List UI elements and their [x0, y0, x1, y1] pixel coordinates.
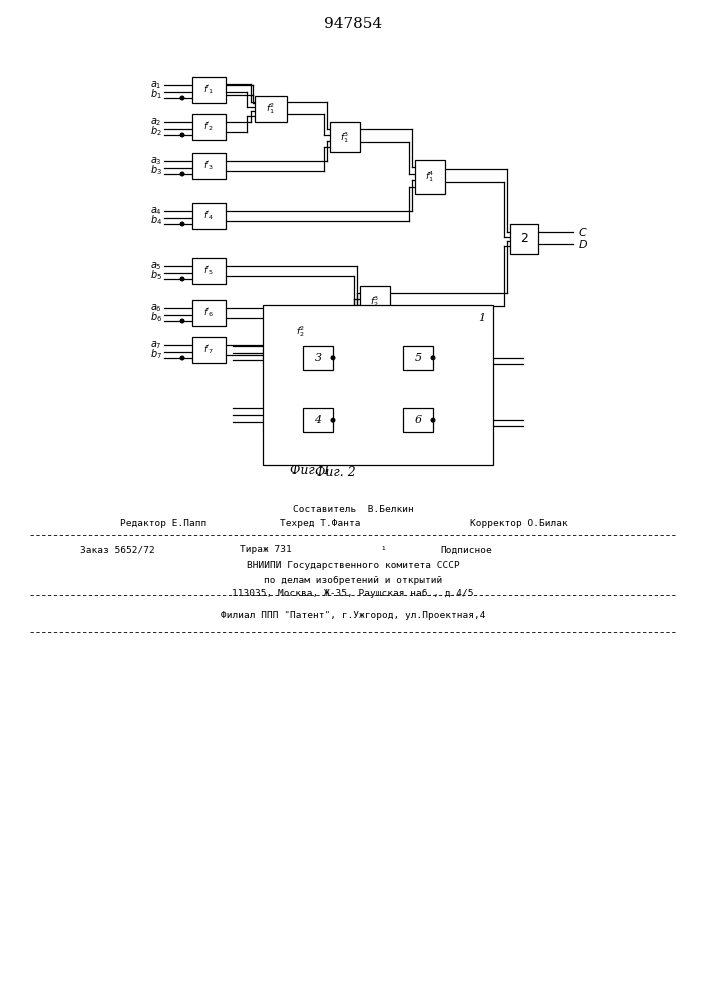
Bar	[415, 160, 445, 194]
Bar	[192, 300, 226, 326]
Text: 3: 3	[315, 353, 322, 363]
Text: Подписное: Подписное	[440, 546, 492, 554]
Text: $f'_7$: $f'_7$	[204, 344, 215, 356]
Text: Корректор О.Билак: Корректор О.Билак	[470, 520, 568, 528]
Text: $a_4$: $a_4$	[150, 205, 162, 217]
Text: 947854: 947854	[324, 17, 382, 31]
Text: ВНИИПИ Государственного комитета СССР: ВНИИПИ Государственного комитета СССР	[247, 562, 460, 570]
Text: $f'_6$: $f'_6$	[203, 307, 215, 319]
Text: $a_2$: $a_2$	[151, 116, 162, 128]
Text: 5: 5	[414, 353, 421, 363]
Bar	[303, 408, 333, 432]
Text: Филиал ППП "Патент", г.Ужгород, ул.Проектная,4: Филиал ППП "Патент", г.Ужгород, ул.Проек…	[221, 610, 485, 619]
Text: $b_3$: $b_3$	[150, 163, 162, 177]
Text: Техред Т.Фанта: Техред Т.Фанта	[280, 520, 361, 528]
Circle shape	[180, 96, 184, 100]
Bar	[192, 77, 226, 103]
Text: $a_1$: $a_1$	[151, 79, 162, 91]
Bar	[360, 286, 390, 316]
Circle shape	[180, 356, 184, 360]
Text: $a_7$: $a_7$	[151, 339, 162, 351]
Circle shape	[331, 418, 335, 422]
Circle shape	[180, 277, 184, 281]
Circle shape	[180, 319, 184, 323]
Bar	[192, 337, 226, 363]
Circle shape	[180, 222, 184, 226]
Text: $f^{2}_{1}$: $f^{2}_{1}$	[267, 101, 276, 116]
Bar	[263, 305, 493, 465]
Text: $f'_3$: $f'_3$	[204, 160, 215, 172]
Text: $f'_5$: $f'_5$	[204, 265, 215, 277]
Text: $a_3$: $a_3$	[151, 155, 162, 167]
Text: $f^{4}_{1}$: $f^{4}_{1}$	[425, 169, 435, 184]
Text: $D$: $D$	[578, 238, 588, 250]
Text: Заказ 5652/72: Заказ 5652/72	[80, 546, 155, 554]
Bar	[403, 408, 433, 432]
Bar	[303, 346, 333, 370]
Text: $f^{3}_{1}$: $f^{3}_{1}$	[340, 130, 350, 145]
Text: Тираж 731: Тираж 731	[240, 546, 292, 554]
Circle shape	[180, 172, 184, 176]
Bar	[255, 96, 287, 121]
Text: $b_7$: $b_7$	[150, 347, 162, 361]
Bar	[192, 258, 226, 284]
Circle shape	[331, 356, 335, 360]
Bar	[192, 153, 226, 179]
Text: $f'_1$: $f'_1$	[204, 84, 215, 96]
Text: $b_2$: $b_2$	[151, 124, 162, 138]
Text: Фиг. 1: Фиг. 1	[290, 464, 330, 477]
Bar	[285, 318, 317, 344]
Text: 1: 1	[478, 313, 485, 323]
Text: $f^{2}_{2}$: $f^{2}_{2}$	[296, 324, 305, 339]
Text: $2$: $2$	[520, 232, 528, 245]
Text: Составитель  В.Белкин: Составитель В.Белкин	[293, 506, 414, 514]
Bar	[510, 224, 538, 254]
Text: 113035, Москва, Ж-35, Раушская наб., д.4/5: 113035, Москва, Ж-35, Раушская наб., д.4…	[233, 588, 474, 598]
Text: ¹: ¹	[380, 546, 386, 554]
Text: Фиг. 2: Фиг. 2	[315, 466, 356, 480]
Text: $C$: $C$	[578, 226, 588, 238]
Text: 6: 6	[414, 415, 421, 425]
Text: $b_5$: $b_5$	[150, 268, 162, 282]
Circle shape	[431, 418, 435, 422]
Bar	[192, 203, 226, 229]
Bar	[330, 122, 360, 152]
Text: $f'_4$: $f'_4$	[203, 210, 215, 222]
Text: $f^{3}_{2}$: $f^{3}_{2}$	[370, 294, 380, 309]
Text: Редактор Е.Папп: Редактор Е.Папп	[120, 520, 206, 528]
Circle shape	[431, 356, 435, 360]
Text: по делам изобретений и открытий: по делам изобретений и открытий	[264, 575, 442, 585]
Bar	[192, 114, 226, 140]
Text: $a_6$: $a_6$	[150, 302, 162, 314]
Text: $a_5$: $a_5$	[151, 260, 162, 272]
Text: 4: 4	[315, 415, 322, 425]
Text: $b_6$: $b_6$	[150, 310, 162, 324]
Text: $f'_2$: $f'_2$	[204, 121, 215, 133]
Text: $b_1$: $b_1$	[150, 87, 162, 101]
Text: $b_4$: $b_4$	[150, 213, 162, 227]
Circle shape	[180, 133, 184, 137]
Bar	[403, 346, 433, 370]
